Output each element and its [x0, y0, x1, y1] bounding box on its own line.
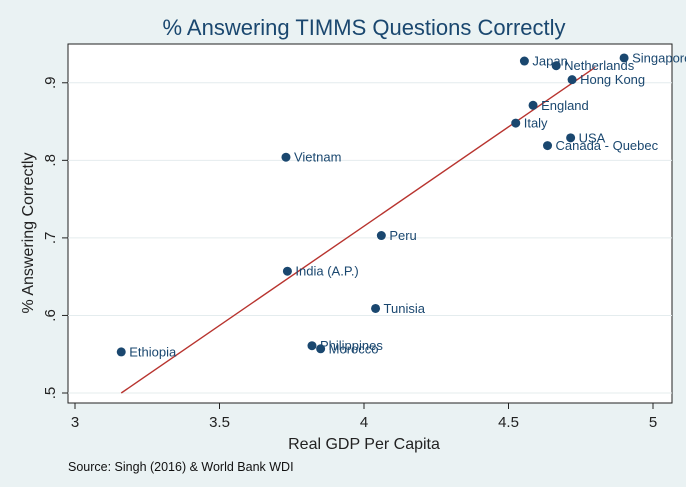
data-point — [282, 266, 292, 276]
data-point — [566, 133, 576, 143]
data-point — [619, 53, 629, 63]
x-tick-label: 3 — [71, 414, 79, 431]
x-tick-label: 3.5 — [209, 414, 230, 431]
x-tick-label: 4.5 — [498, 414, 519, 431]
chart-title: % Answering TIMMS Questions Correctly — [162, 15, 565, 40]
data-point — [551, 61, 561, 71]
data-point — [376, 231, 386, 241]
data-point-label: Vietnam — [294, 150, 341, 165]
data-point-label: Japan — [532, 54, 567, 69]
data-point-label: Morocco — [329, 341, 379, 356]
data-point-label: Tunisia — [384, 301, 426, 316]
data-point-label: India (A.P.) — [295, 264, 358, 279]
data-point — [316, 344, 326, 354]
data-point-label: Peru — [389, 228, 416, 243]
data-point-label: England — [541, 98, 589, 113]
data-point — [528, 100, 538, 110]
y-tick-label: .5 — [42, 387, 59, 400]
data-point-label: Philippines — [320, 338, 383, 353]
data-point — [116, 347, 126, 357]
data-point — [543, 141, 553, 151]
y-tick-label: .7 — [42, 232, 59, 245]
data-point-label: Ethiopia — [129, 344, 177, 359]
data-point-label: Italy — [524, 116, 548, 131]
plot-area — [67, 43, 673, 404]
data-point — [371, 303, 381, 313]
y-tick-label: .9 — [42, 77, 59, 90]
data-point-label: Hong Kong — [580, 72, 645, 87]
data-point — [307, 341, 317, 351]
data-point-label: USA — [579, 130, 606, 145]
y-tick-label: .8 — [42, 154, 59, 167]
data-point — [567, 75, 577, 85]
data-point — [281, 152, 291, 162]
data-point-label: Canada - Quebec — [556, 138, 659, 153]
y-axis-ticks: .5 .6 .7 .8 .9 — [42, 77, 68, 400]
x-axis-label: Real GDP Per Capita — [288, 436, 440, 453]
x-tick-label: 4 — [360, 414, 368, 431]
data-point — [511, 118, 521, 128]
y-axis-label: % Answering Correctly — [20, 153, 37, 314]
y-tick-label: .6 — [42, 309, 59, 322]
data-point-label: Singapore — [632, 50, 686, 65]
source-note: Source: Singh (2016) & World Bank WDI — [68, 460, 294, 474]
x-tick-label: 5 — [649, 414, 657, 431]
data-point-label: Netherlands — [564, 58, 635, 73]
x-axis-ticks: 3 3.5 4 4.5 5 — [71, 403, 657, 431]
data-point — [519, 56, 529, 66]
